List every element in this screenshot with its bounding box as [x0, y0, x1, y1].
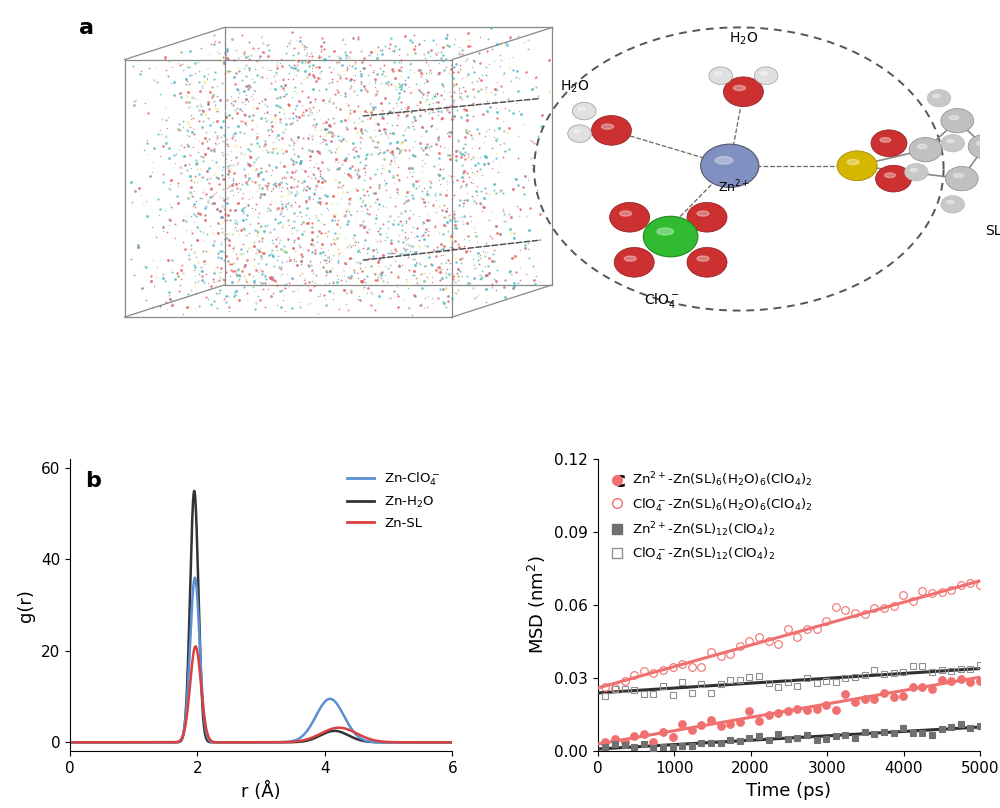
- Ellipse shape: [687, 202, 727, 232]
- Ellipse shape: [871, 130, 907, 157]
- Zn-ClO$_4^-$: [435, 738, 447, 747]
- Zn-SL: [446, 738, 458, 747]
- Text: ClO$_4^-$: ClO$_4^-$: [644, 291, 679, 310]
- Zn-SL: [189, 642, 201, 651]
- Ellipse shape: [904, 163, 928, 181]
- Ellipse shape: [572, 103, 596, 120]
- Zn-H$_2$O: [446, 738, 458, 747]
- Text: Zn$^{2+}$: Zn$^{2+}$: [718, 179, 750, 196]
- Y-axis label: g(r): g(r): [17, 589, 35, 621]
- Ellipse shape: [947, 200, 954, 204]
- Text: c: c: [613, 470, 626, 490]
- Legend: Zn-ClO$_4^-$, Zn-H$_2$O, Zn-SL: Zn-ClO$_4^-$, Zn-H$_2$O, Zn-SL: [342, 465, 446, 535]
- Zn-H$_2$O: [84, 738, 96, 747]
- Line: Zn-SL: Zn-SL: [70, 646, 452, 743]
- Ellipse shape: [760, 72, 767, 75]
- Zn-ClO$_4^-$: [446, 738, 458, 747]
- Ellipse shape: [643, 217, 698, 257]
- Zn-ClO$_4^-$: [64, 738, 76, 747]
- Ellipse shape: [715, 157, 733, 164]
- Ellipse shape: [954, 174, 963, 178]
- Zn-ClO$_4^-$: [365, 737, 377, 747]
- Ellipse shape: [949, 116, 959, 120]
- Ellipse shape: [941, 196, 965, 213]
- Ellipse shape: [976, 141, 986, 145]
- Ellipse shape: [620, 211, 632, 216]
- Ellipse shape: [578, 107, 585, 111]
- Ellipse shape: [885, 173, 895, 178]
- Ellipse shape: [723, 77, 763, 107]
- Ellipse shape: [847, 159, 859, 165]
- Ellipse shape: [610, 202, 650, 232]
- Zn-H$_2$O: [435, 738, 447, 747]
- Ellipse shape: [733, 86, 745, 90]
- Ellipse shape: [933, 95, 940, 98]
- Ellipse shape: [947, 140, 954, 142]
- Zn-SL: [435, 738, 447, 747]
- Zn-ClO$_4^-$: [189, 573, 201, 583]
- Y-axis label: MSD (nm$^2$): MSD (nm$^2$): [526, 556, 548, 654]
- Zn-ClO$_4^-$: [435, 738, 447, 747]
- Ellipse shape: [574, 130, 581, 133]
- Ellipse shape: [880, 137, 891, 142]
- Zn-H$_2$O: [250, 738, 262, 747]
- Ellipse shape: [909, 137, 942, 162]
- Ellipse shape: [591, 116, 631, 145]
- Zn-ClO$_4^-$: [250, 738, 262, 747]
- Ellipse shape: [968, 134, 1000, 158]
- Ellipse shape: [982, 99, 1000, 116]
- Text: SL: SL: [985, 224, 1000, 238]
- Ellipse shape: [917, 145, 927, 149]
- Ellipse shape: [837, 151, 877, 181]
- Ellipse shape: [657, 228, 673, 235]
- Ellipse shape: [568, 124, 591, 142]
- Text: H$_2$O: H$_2$O: [560, 78, 590, 95]
- Ellipse shape: [697, 256, 709, 261]
- Ellipse shape: [709, 67, 732, 85]
- Zn-H$_2$O: [240, 738, 252, 747]
- Ellipse shape: [715, 72, 722, 75]
- Legend: Zn$^{2+}$-Zn(SL)$_6$(H$_2$O)$_6$(ClO$_4$)$_2$, ClO$_4^-$-Zn(SL)$_6$(H$_2$O)$_6$(: Zn$^{2+}$-Zn(SL)$_6$(H$_2$O)$_6$(ClO$_4$…: [604, 465, 818, 568]
- Zn-ClO$_4^-$: [84, 738, 96, 747]
- Ellipse shape: [927, 90, 951, 107]
- Line: Zn-H$_2$O: Zn-H$_2$O: [70, 491, 452, 743]
- Ellipse shape: [697, 211, 709, 216]
- Ellipse shape: [992, 184, 999, 187]
- X-axis label: r (Å): r (Å): [241, 781, 281, 801]
- Ellipse shape: [624, 256, 636, 261]
- Zn-H$_2$O: [64, 738, 76, 747]
- Ellipse shape: [876, 166, 912, 192]
- Zn-ClO$_4^-$: [240, 738, 252, 747]
- Zn-SL: [250, 738, 262, 747]
- Zn-SL: [84, 738, 96, 747]
- Ellipse shape: [701, 144, 759, 187]
- X-axis label: Time (ps): Time (ps): [746, 781, 831, 800]
- Zn-SL: [435, 738, 447, 747]
- Text: a: a: [79, 18, 94, 38]
- Zn-SL: [365, 734, 377, 744]
- Ellipse shape: [601, 124, 613, 129]
- Text: b: b: [85, 470, 101, 490]
- Ellipse shape: [614, 247, 654, 277]
- Ellipse shape: [941, 134, 965, 152]
- Ellipse shape: [941, 108, 974, 133]
- Zn-H$_2$O: [365, 737, 377, 747]
- Text: H$_2$O: H$_2$O: [729, 30, 758, 47]
- Zn-H$_2$O: [188, 486, 200, 496]
- Ellipse shape: [687, 247, 727, 277]
- Ellipse shape: [945, 166, 978, 191]
- Zn-H$_2$O: [435, 738, 447, 747]
- Ellipse shape: [910, 168, 917, 171]
- Ellipse shape: [754, 67, 778, 85]
- Ellipse shape: [986, 179, 1000, 197]
- Ellipse shape: [988, 104, 995, 107]
- Zn-SL: [64, 738, 76, 747]
- Line: Zn-ClO$_4^-$: Zn-ClO$_4^-$: [70, 578, 452, 743]
- Zn-SL: [240, 738, 252, 747]
